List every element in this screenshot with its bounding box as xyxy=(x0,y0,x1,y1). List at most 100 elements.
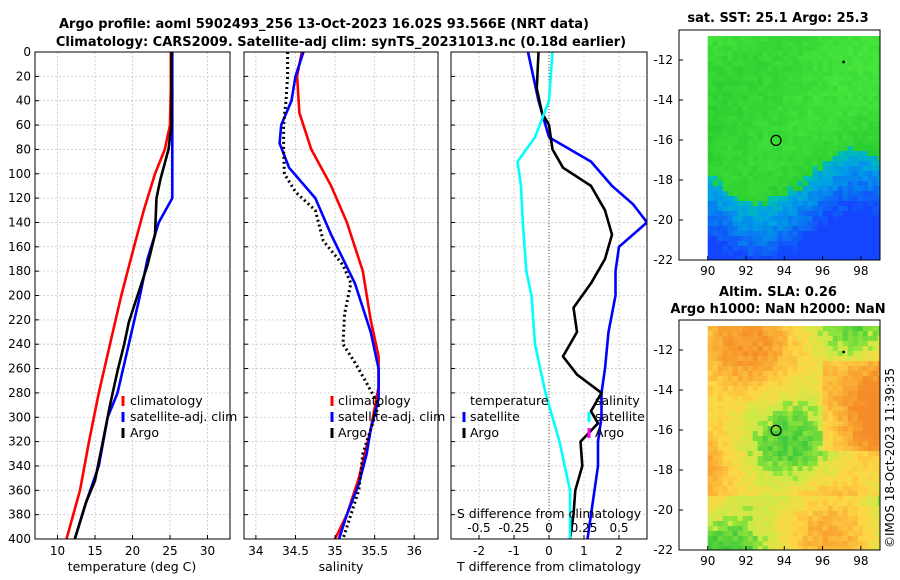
map-cell xyxy=(767,331,774,337)
map-cell xyxy=(782,41,789,47)
map-cell xyxy=(852,536,859,542)
map-cell xyxy=(747,436,754,442)
map-cell xyxy=(872,526,879,532)
map-cell xyxy=(787,396,794,402)
map-cell xyxy=(732,336,739,342)
map-cell xyxy=(752,471,759,477)
map-cell xyxy=(722,116,729,122)
map-cell xyxy=(772,516,779,522)
map-cell xyxy=(707,151,714,157)
map-cell xyxy=(712,146,719,152)
map-cell xyxy=(852,526,859,532)
map-cell xyxy=(757,341,764,347)
map-cell xyxy=(712,196,719,202)
map-cell xyxy=(857,496,864,502)
map-cell xyxy=(872,251,879,257)
map-cell xyxy=(767,196,774,202)
map-cell xyxy=(717,181,724,187)
map-cell xyxy=(757,491,764,497)
map-cell xyxy=(832,371,839,377)
map-cell xyxy=(852,461,859,467)
map-cell xyxy=(717,111,724,117)
map-cell xyxy=(862,376,869,382)
map-cell xyxy=(742,356,749,362)
map-cell xyxy=(812,251,819,257)
map-cell xyxy=(852,361,859,367)
map-cell xyxy=(802,161,809,167)
map-y-tick-label: -14 xyxy=(653,93,673,107)
map-cell xyxy=(747,441,754,447)
map-cell xyxy=(807,91,814,97)
map-cell xyxy=(877,111,880,117)
map-cell xyxy=(822,381,829,387)
map-cell xyxy=(762,391,769,397)
map-cell xyxy=(747,61,754,67)
map-cell xyxy=(732,196,739,202)
map-cell xyxy=(712,101,719,107)
map-cell xyxy=(737,426,744,432)
map-cell xyxy=(737,51,744,57)
map-cell xyxy=(807,521,814,527)
map-cell xyxy=(862,151,869,157)
map-cell xyxy=(707,96,714,102)
map-cell xyxy=(772,111,779,117)
map-cell xyxy=(792,146,799,152)
map-cell xyxy=(797,511,804,517)
map-cell xyxy=(827,141,834,147)
map-cell xyxy=(862,506,869,512)
map-cell xyxy=(817,491,824,497)
map-cell xyxy=(742,536,749,542)
map-cell xyxy=(847,381,854,387)
map-cell xyxy=(857,181,864,187)
map-cell xyxy=(767,506,774,512)
map-cell xyxy=(782,416,789,422)
map-cell xyxy=(777,256,784,260)
map-cell xyxy=(842,141,849,147)
map-cell xyxy=(792,71,799,77)
map-cell xyxy=(817,471,824,477)
map-cell xyxy=(742,526,749,532)
map-cell xyxy=(787,421,794,427)
map-cell xyxy=(802,506,809,512)
map-cell xyxy=(842,401,849,407)
map-cell xyxy=(727,256,734,260)
map-cell xyxy=(837,56,844,62)
map-cell xyxy=(802,476,809,482)
map-cell xyxy=(742,491,749,497)
map-cell xyxy=(867,86,874,92)
map-cell xyxy=(837,461,844,467)
map-cell xyxy=(757,96,764,102)
map-cell xyxy=(812,116,819,122)
map-cell xyxy=(797,171,804,177)
map-cell xyxy=(722,496,729,502)
map-cell xyxy=(747,121,754,127)
map-cell xyxy=(822,531,829,537)
map-cell xyxy=(827,451,834,457)
map-cell xyxy=(787,121,794,127)
map-cell xyxy=(817,186,824,192)
map-cell xyxy=(747,126,754,132)
map-cell xyxy=(762,46,769,52)
map-cell xyxy=(842,406,849,412)
map-cell xyxy=(767,491,774,497)
map-cell xyxy=(777,351,784,357)
map-cell xyxy=(847,91,854,97)
map-cell xyxy=(707,121,714,127)
map-cell xyxy=(787,211,794,217)
map-cell xyxy=(832,401,839,407)
map-cell xyxy=(777,416,784,422)
map-cell xyxy=(727,456,734,462)
map-cell xyxy=(797,456,804,462)
map-cell xyxy=(812,41,819,47)
map-cell xyxy=(822,481,829,487)
map-cell xyxy=(727,401,734,407)
map-cell xyxy=(832,496,839,502)
map-cell xyxy=(772,141,779,147)
map-cell xyxy=(732,211,739,217)
map-cell xyxy=(817,56,824,62)
map-cell xyxy=(782,66,789,72)
map-cell xyxy=(777,66,784,72)
map-cell xyxy=(832,396,839,402)
map-cell xyxy=(727,511,734,517)
map-cell xyxy=(712,406,719,412)
